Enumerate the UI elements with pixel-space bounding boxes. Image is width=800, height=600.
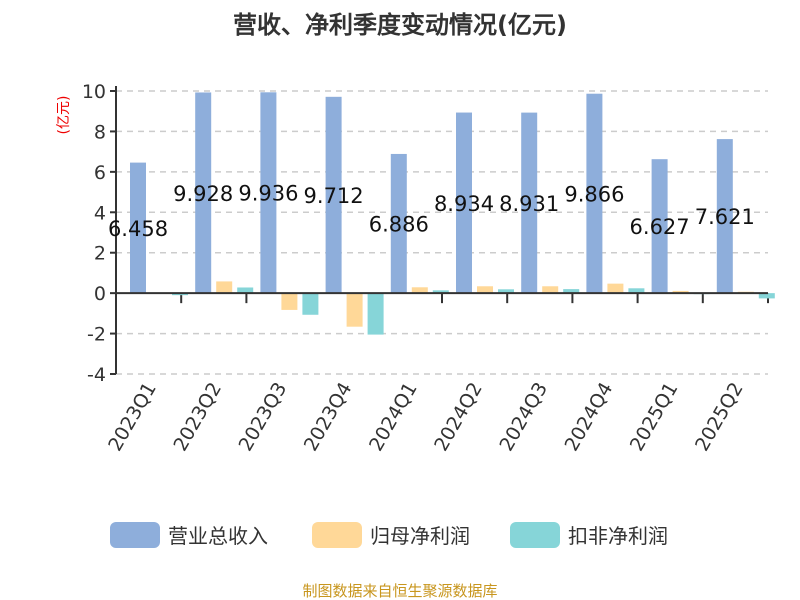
- bar-revenue: [651, 159, 668, 294]
- y-tick-label: 2: [94, 243, 106, 265]
- bar-net-profit: [411, 287, 428, 294]
- x-tick-label: 2023Q2: [169, 379, 226, 455]
- y-tick-label: -2: [87, 324, 106, 346]
- bar-deducted-profit: [563, 289, 580, 294]
- legend-label: 扣非净利润: [568, 524, 668, 548]
- x-tick-label: 2025Q2: [691, 379, 748, 455]
- x-tick-label: 2024Q1: [365, 379, 422, 455]
- y-tick-label: 10: [82, 81, 106, 103]
- x-tick-label: 2024Q3: [495, 379, 552, 455]
- data-label: 9.928: [173, 182, 233, 206]
- bar-deducted-profit: [367, 293, 384, 335]
- data-label: 8.934: [434, 192, 494, 216]
- y-tick-label: -4: [87, 364, 106, 386]
- bar-revenue: [130, 162, 146, 294]
- legend-swatch: [510, 522, 560, 548]
- bar-deducted-profit: [237, 287, 254, 294]
- legend-label: 营业总收入: [168, 524, 268, 548]
- bar-net-profit: [607, 283, 624, 294]
- legend-label: 归母净利润: [370, 524, 470, 548]
- footer-source: 制图数据来自恒生聚源数据库: [302, 582, 497, 600]
- bar-revenue: [195, 92, 212, 294]
- bar-deducted-profit: [172, 293, 188, 296]
- data-label: 6.886: [369, 213, 429, 237]
- y-tick-label: 6: [94, 162, 106, 184]
- data-label: 9.866: [564, 182, 624, 206]
- legend-swatch: [110, 522, 160, 548]
- data-label: 9.712: [304, 184, 364, 208]
- bar-revenue: [521, 112, 538, 294]
- x-tick-label: 2023Q4: [300, 379, 357, 455]
- bar-deducted-profit: [498, 289, 514, 294]
- x-tick-label: 2023Q3: [235, 379, 292, 455]
- bar-revenue: [325, 96, 342, 294]
- bar-revenue: [716, 139, 733, 294]
- y-tick-label: 0: [94, 283, 106, 305]
- y-axis-label: (亿元): [56, 96, 72, 135]
- x-tick-label: 2023Q1: [104, 379, 161, 455]
- data-label: 7.621: [695, 205, 755, 229]
- bar-revenue: [456, 112, 472, 294]
- x-tick-label: 2025Q1: [626, 379, 683, 455]
- bar-net-profit: [216, 281, 233, 294]
- bar-deducted-profit: [758, 293, 775, 299]
- data-label: 6.458: [108, 217, 168, 241]
- data-label: 6.627: [630, 215, 690, 239]
- bar-net-profit: [346, 293, 363, 327]
- bar-deducted-profit: [302, 293, 319, 315]
- bar-revenue: [260, 92, 277, 294]
- bar-deducted-profit: [628, 288, 645, 294]
- legend-swatch: [312, 522, 362, 548]
- bar-net-profit: [672, 290, 689, 294]
- chart-title: 营收、净利季度变动情况(亿元): [233, 11, 567, 39]
- y-tick-label: 4: [94, 202, 106, 224]
- x-tick-label: 2024Q2: [430, 379, 487, 455]
- bar-net-profit: [281, 293, 298, 310]
- y-tick-label: 8: [94, 121, 106, 143]
- bar-deducted-profit: [432, 290, 449, 294]
- x-tick-label: 2024Q4: [561, 379, 618, 455]
- bar-revenue: [586, 93, 603, 294]
- data-label: 8.931: [499, 192, 559, 216]
- bar-revenue: [390, 153, 407, 294]
- bar-net-profit: [477, 286, 493, 294]
- data-label: 9.936: [238, 182, 298, 206]
- bar-net-profit: [542, 286, 559, 294]
